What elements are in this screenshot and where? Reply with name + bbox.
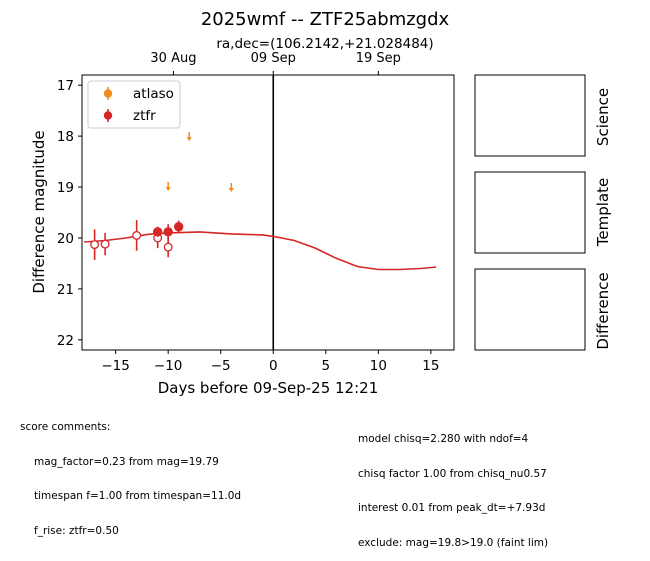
legend-label-atlaso: atlaso bbox=[133, 86, 174, 102]
x-axis-label: Days before 09-Sep-25 12:21 bbox=[158, 379, 379, 397]
x-tick-label: −10 bbox=[154, 358, 183, 374]
legend-label-ztfr: ztfr bbox=[133, 108, 156, 124]
legend-ztfr-marker bbox=[103, 111, 113, 120]
x-tick-label: −5 bbox=[211, 358, 231, 374]
plot-frame bbox=[81, 74, 455, 351]
plot-area: −15 −10 −5 0 5 10 15 17 18 19 20 21 22 30 Aug 09 Sep 19… bbox=[57, 51, 440, 374]
model-comment-line: model chisq=2.280 with ndof=4 bbox=[358, 433, 529, 445]
y-tick-label: 21 bbox=[57, 282, 74, 298]
difference-image-box bbox=[474, 268, 586, 351]
chart-subtitle: ra,dec=(106.2142,+21.028484) bbox=[216, 36, 433, 52]
template-label: Template bbox=[594, 178, 612, 247]
atlaso-upper-limit bbox=[165, 187, 171, 192]
template-panel: Template bbox=[474, 171, 612, 254]
difference-label: Difference bbox=[594, 272, 612, 349]
score-comment-line: f_rise: ztfr=0.50 bbox=[34, 524, 119, 537]
top-tick-label: 09 Sep bbox=[251, 51, 296, 66]
model-comments: model chisq=2.280 with ndof=4 chisq fact… bbox=[358, 411, 548, 561]
x-tick-label: 15 bbox=[422, 358, 439, 374]
science-image-box bbox=[474, 74, 586, 157]
model-comment-line: exclude: mag=19.8>19.0 (faint lim) bbox=[358, 536, 549, 549]
science-label: Science bbox=[594, 88, 612, 146]
model-comment-line: chisq factor 1.00 from chisq_nu0.57 bbox=[358, 467, 547, 480]
ztfr-open-point bbox=[163, 242, 173, 252]
legend: atlaso ztfr bbox=[87, 80, 181, 129]
y-tick-label: 20 bbox=[57, 231, 74, 247]
x-tick-label: 5 bbox=[321, 358, 330, 374]
atlaso-upper-limit bbox=[228, 188, 234, 193]
y-tick-label: 17 bbox=[57, 78, 74, 94]
atlaso-upper-limit bbox=[186, 137, 192, 142]
ztfr-open-point bbox=[90, 240, 100, 250]
ztfr-point bbox=[173, 222, 184, 232]
ztfr-point bbox=[152, 227, 163, 237]
lightcurve-figure: 2025wmf -- ZTF25abmzgdx ra,dec=(106.2142… bbox=[30, 9, 612, 397]
template-image-box bbox=[474, 171, 586, 254]
x-tick-label: 0 bbox=[269, 358, 278, 374]
score-comments: score comments: mag_factor=0.23 from mag… bbox=[20, 399, 241, 549]
science-panel: Science bbox=[474, 74, 612, 157]
x-tick-label: 10 bbox=[370, 358, 387, 374]
y-tick-label: 22 bbox=[57, 333, 74, 349]
top-tick-label: 30 Aug bbox=[150, 51, 196, 66]
difference-panel: Difference bbox=[474, 268, 612, 351]
top-tick-label: 19 Sep bbox=[356, 51, 401, 66]
score-comments-header: score comments: bbox=[20, 421, 111, 433]
y-tick-label: 18 bbox=[57, 129, 74, 145]
y-axis-label: Difference magnitude bbox=[30, 130, 48, 293]
ztfr-point bbox=[163, 227, 173, 237]
chart-title: 2025wmf -- ZTF25abmzgdx bbox=[201, 9, 450, 30]
legend-atlaso-marker bbox=[103, 89, 113, 98]
y-tick-label: 19 bbox=[57, 180, 74, 196]
x-tick-label: −15 bbox=[101, 358, 130, 374]
ztfr-open-point bbox=[132, 230, 142, 240]
score-comment-line: mag_factor=0.23 from mag=19.79 bbox=[34, 455, 219, 468]
score-comment-line: timespan f=1.00 from timespan=11.0d bbox=[34, 490, 242, 502]
model-comment-line: interest 0.01 from peak_dt=+7.93d bbox=[358, 502, 546, 514]
ztfr-open-point bbox=[100, 239, 110, 249]
